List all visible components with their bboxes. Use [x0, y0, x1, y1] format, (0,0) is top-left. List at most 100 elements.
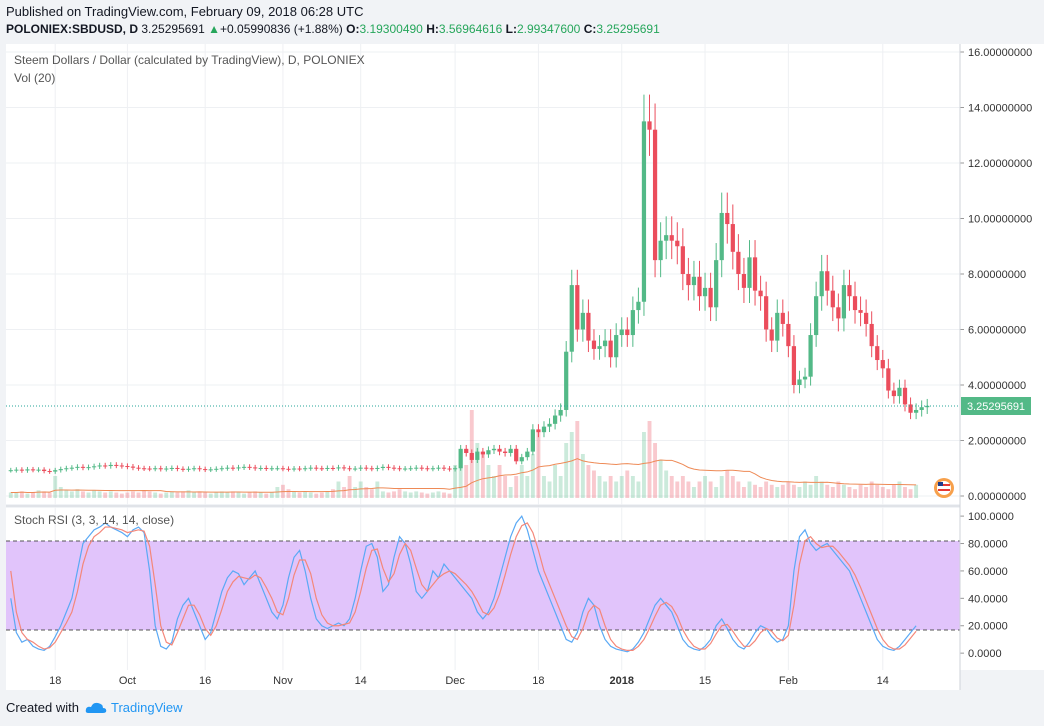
candle-body: [53, 470, 58, 472]
candle-body: [319, 468, 324, 470]
candle-body: [447, 468, 452, 470]
time-tick-label: Nov: [273, 675, 293, 687]
candle-body: [408, 468, 413, 470]
volume-bar: [808, 484, 813, 498]
low-value: 2.99347600: [516, 22, 581, 36]
candle-body: [25, 469, 30, 471]
volume-bar: [658, 459, 663, 498]
candle-body: [625, 329, 630, 336]
volume-bar: [847, 487, 852, 498]
volume-bar: [108, 491, 113, 498]
candle-body: [675, 240, 680, 247]
time-tick-label: 16: [199, 675, 211, 687]
candle-body: [647, 121, 652, 130]
candle-body: [791, 346, 797, 385]
price-change: +0.05990836 (+1.88%): [220, 22, 343, 36]
volume-bar: [791, 484, 796, 498]
volume-bar: [342, 487, 346, 498]
volume-bar: [414, 491, 419, 498]
candle-body: [741, 274, 747, 288]
stoch-tick-label: 0.0000: [968, 648, 1002, 660]
price-tick-label: 12.00000000: [968, 158, 1032, 170]
candle-body: [536, 429, 541, 433]
volume-bar: [197, 491, 202, 498]
candle-body: [391, 467, 397, 469]
volume-bar: [475, 443, 480, 498]
candle-body: [502, 451, 508, 453]
volume-bar: [525, 476, 530, 498]
candle-body: [897, 387, 902, 397]
stoch-tick-label: 80.0000: [968, 539, 1008, 551]
volume-bar: [725, 470, 730, 498]
volume-bar: [914, 484, 919, 498]
candle-body: [219, 468, 224, 470]
stoch-lines: [10, 514, 917, 653]
volume-bar: [880, 487, 885, 498]
volume-bar: [380, 491, 385, 498]
candle-body: [541, 426, 547, 433]
candle-body: [14, 469, 19, 471]
close-label: C:: [583, 22, 597, 36]
volume-bar: [364, 487, 369, 498]
volume-bar: [642, 432, 646, 498]
volume-bar: [825, 484, 830, 498]
candle-body: [30, 469, 36, 471]
candle-body: [347, 468, 352, 470]
candle-body: [186, 468, 191, 470]
candle-body: [264, 467, 269, 469]
volume-bar: [608, 476, 613, 498]
stoch-rsi-title: Stoch RSI (3, 3, 14, 14, close): [14, 513, 174, 527]
volume-bar: [8, 492, 13, 498]
volume-bar: [142, 490, 147, 498]
volume-bar: [480, 454, 485, 498]
volume-bar: [214, 492, 219, 498]
time-tick-label: 15: [699, 675, 711, 687]
volume-bar: [764, 481, 769, 498]
close-value: 3.25295691: [596, 22, 660, 36]
volume-bar: [630, 476, 635, 498]
time-tick-label: Oct: [119, 675, 136, 687]
candle-body: [36, 469, 41, 471]
candle-body: [125, 466, 130, 468]
volume-bar: [814, 476, 819, 498]
volume-bar: [419, 492, 424, 498]
candle-body: [169, 467, 174, 469]
volume-bar: [753, 484, 757, 498]
cloud-icon: [85, 702, 107, 713]
volume-bar: [614, 481, 619, 498]
volume-bar: [580, 454, 585, 498]
price-tick-label: 16.00000000: [968, 47, 1032, 59]
candle-body: [869, 323, 874, 347]
volume-bar: [358, 481, 363, 498]
candle-body: [830, 290, 835, 308]
volume-bar: [58, 487, 63, 498]
candle-body: [19, 469, 24, 471]
candle-body: [153, 468, 158, 470]
volume-bar: [447, 493, 452, 498]
candle-body: [891, 390, 897, 397]
volume-bar: [325, 491, 330, 498]
tradingview-link[interactable]: TradingView: [85, 700, 183, 715]
volume-bar: [597, 476, 602, 498]
price-tick-label: 8.00000000: [968, 269, 1026, 281]
last-price-tag-text: 3.25295691: [967, 401, 1025, 413]
volume-bar: [31, 492, 35, 498]
volume-bar: [125, 492, 130, 498]
tradingview-brand: TradingView: [110, 700, 183, 715]
candle-body: [75, 466, 80, 468]
volume-bar: [425, 493, 430, 498]
candle-body: [230, 467, 236, 469]
candle-body: [864, 312, 869, 324]
candle-body: [414, 467, 419, 469]
volume-bar: [514, 476, 519, 498]
candle-body: [719, 212, 724, 261]
candle-body: [386, 466, 391, 468]
candle-body: [602, 340, 608, 347]
price-axis-background: [960, 44, 1044, 670]
volume-bar: [14, 492, 19, 498]
candle-body: [241, 466, 247, 468]
volume-bar: [686, 481, 691, 498]
candle-body: [380, 466, 386, 468]
candle-body: [797, 379, 802, 385]
